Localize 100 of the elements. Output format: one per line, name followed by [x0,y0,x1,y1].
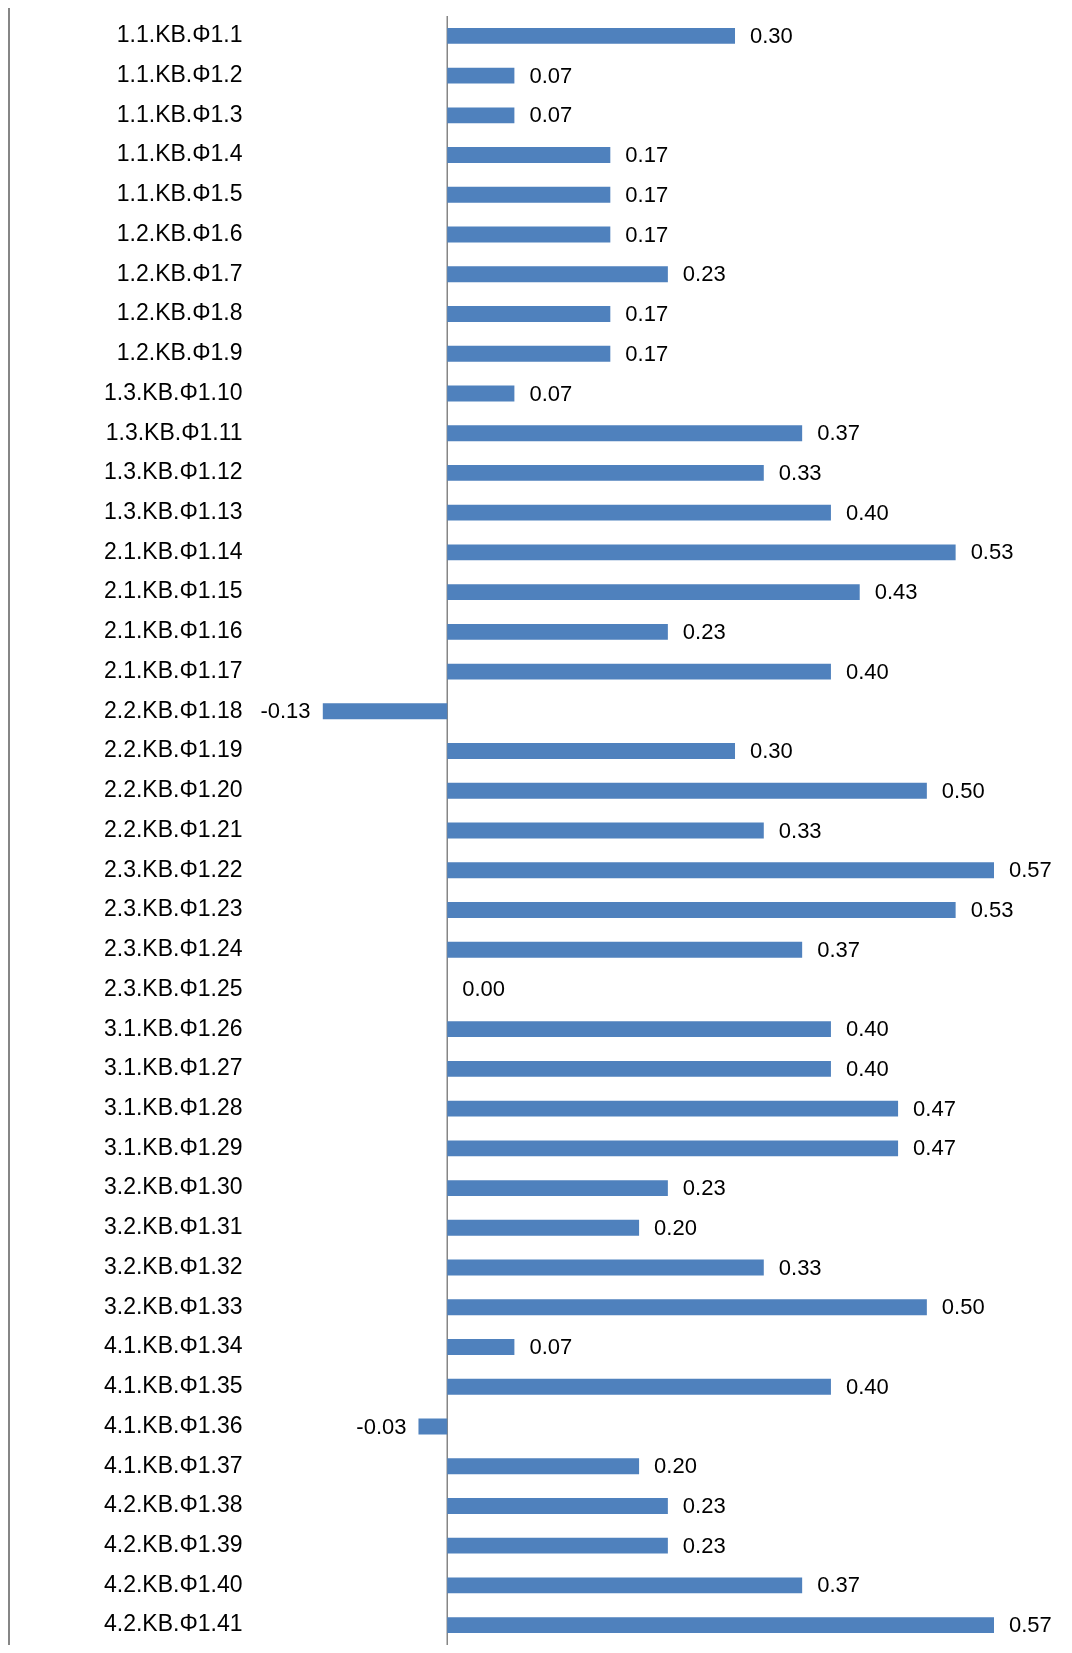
data-label: -0.13 [260,698,311,724]
bar [447,1060,831,1077]
bar [447,1617,994,1634]
bar [447,266,668,283]
data-label: 0.47 [913,1135,956,1161]
bar [447,1339,515,1355]
y-tick-label: 3.1.ΚΒ.Φ1.27 [103,1054,243,1081]
data-label: 0.17 [625,340,669,366]
y-tick-label: 1.3.ΚΒ.Φ1.13 [103,497,243,524]
data-label: 0.40 [845,1373,889,1399]
data-label: 0.50 [941,777,985,803]
bar [447,345,611,362]
bar [447,1021,831,1038]
data-label: 0.47 [913,1095,956,1121]
data-label: 0.07 [529,102,573,128]
data-label: 0.23 [682,1175,726,1201]
bar [447,385,515,402]
bar [447,425,803,442]
data-label: 0.33 [778,817,822,843]
data-label: 0.17 [625,221,669,247]
y-tick-label: 1.2.ΚΒ.Φ1.9 [116,339,243,366]
bar [447,862,994,879]
y-tick-label: 1.3.ΚΒ.Φ1.12 [103,458,243,485]
y-tick-label: 1.3.ΚΒ.Φ1.10 [103,378,243,405]
bar [447,1180,668,1197]
y-tick-label: 1.2.ΚΒ.Φ1.7 [116,259,243,286]
y-tick-label: 3.1.ΚΒ.Φ1.29 [103,1133,243,1160]
data-label: 0.07 [529,62,573,88]
data-label: 0.43 [874,579,918,605]
data-label: 0.23 [682,1493,726,1518]
data-label: 0.07 [529,1334,573,1360]
bar [447,306,611,322]
bar [447,1378,831,1395]
y-tick-label: 2.2.ΚΒ.Φ1.21 [103,815,243,842]
y-tick-label: 4.1.ΚΒ.Φ1.35 [103,1372,243,1399]
data-label: 0.07 [529,380,573,406]
bar [447,1140,899,1157]
data-label: 0.40 [845,1016,889,1042]
bar [447,941,803,958]
data-label: 0.17 [625,142,669,168]
bar [447,107,515,124]
bar [447,1577,803,1594]
bar [447,27,736,44]
data-label: 0.23 [682,618,726,644]
y-tick-label: 4.1.ΚΒ.Φ1.37 [103,1451,243,1478]
bar [418,1418,448,1435]
bar [447,1100,899,1117]
y-tick-label: 1.1.ΚΒ.Φ1.2 [116,60,243,87]
y-tick-label: 1.1.ΚΒ.Φ1.5 [116,180,243,207]
data-label: 0.23 [682,261,726,287]
bar [447,147,611,164]
y-tick-label: 1.1.ΚΒ.Φ1.3 [116,100,243,127]
y-tick-label: 3.2.ΚΒ.Φ1.31 [103,1213,243,1240]
data-label: 0.40 [845,1055,889,1081]
y-tick-label: 1.3.ΚΒ.Φ1.11 [105,418,243,445]
bar [447,1259,764,1276]
data-label: 0.37 [817,936,860,962]
y-tick-label: 2.3.ΚΒ.Φ1.23 [103,895,243,922]
y-tick-label: 2.2.ΚΒ.Φ1.20 [103,776,243,803]
data-label: 0.30 [750,22,793,48]
bar [447,1458,640,1475]
bar [447,1537,668,1554]
bar [447,623,668,640]
data-label: 0.53 [970,539,1014,565]
data-label: 0.53 [970,897,1014,923]
bar [447,464,764,481]
data-label: 0.57 [1009,1612,1052,1638]
data-label: 0.57 [1009,857,1052,883]
data-label: 0.33 [778,1254,822,1280]
y-tick-label: 2.1.ΚΒ.Φ1.14 [103,537,243,564]
bar [447,743,736,759]
data-label: 0.20 [654,1453,697,1479]
y-tick-label: 1.2.ΚΒ.Φ1.8 [116,299,243,326]
bar [447,782,927,799]
bar [447,1219,640,1236]
data-label: 0.40 [845,499,889,525]
data-label: -0.03 [356,1413,407,1439]
y-tick-label: 4.2.ΚΒ.Φ1.41 [103,1610,243,1637]
y-tick-label: 3.2.ΚΒ.Φ1.30 [103,1173,243,1200]
bar [447,822,764,839]
y-tick-label: 4.2.ΚΒ.Φ1.40 [103,1570,243,1597]
y-tick-label: 4.2.ΚΒ.Φ1.38 [103,1491,243,1518]
y-tick-label: 3.2.ΚΒ.Φ1.32 [103,1252,243,1279]
bar [447,663,831,680]
data-label: 0.00 [462,976,506,1002]
y-tick-label: 1.1.ΚΒ.Φ1.1 [116,21,243,48]
y-tick-label: 4.1.ΚΒ.Φ1.34 [103,1332,243,1359]
bar [447,1299,927,1316]
y-tick-label: 2.2.ΚΒ.Φ1.19 [103,736,243,763]
bar [322,703,448,720]
y-tick-label: 1.1.ΚΒ.Φ1.4 [116,140,243,167]
data-label: 0.40 [845,658,889,684]
y-tick-label: 4.1.ΚΒ.Φ1.36 [103,1411,243,1438]
data-label: 0.23 [682,1532,726,1558]
bar [447,1497,668,1514]
bar [447,67,515,84]
data-label: 0.17 [625,301,669,327]
bar [447,186,611,203]
bar [447,544,956,561]
y-tick-label: 1.2.ΚΒ.Φ1.6 [116,219,243,246]
